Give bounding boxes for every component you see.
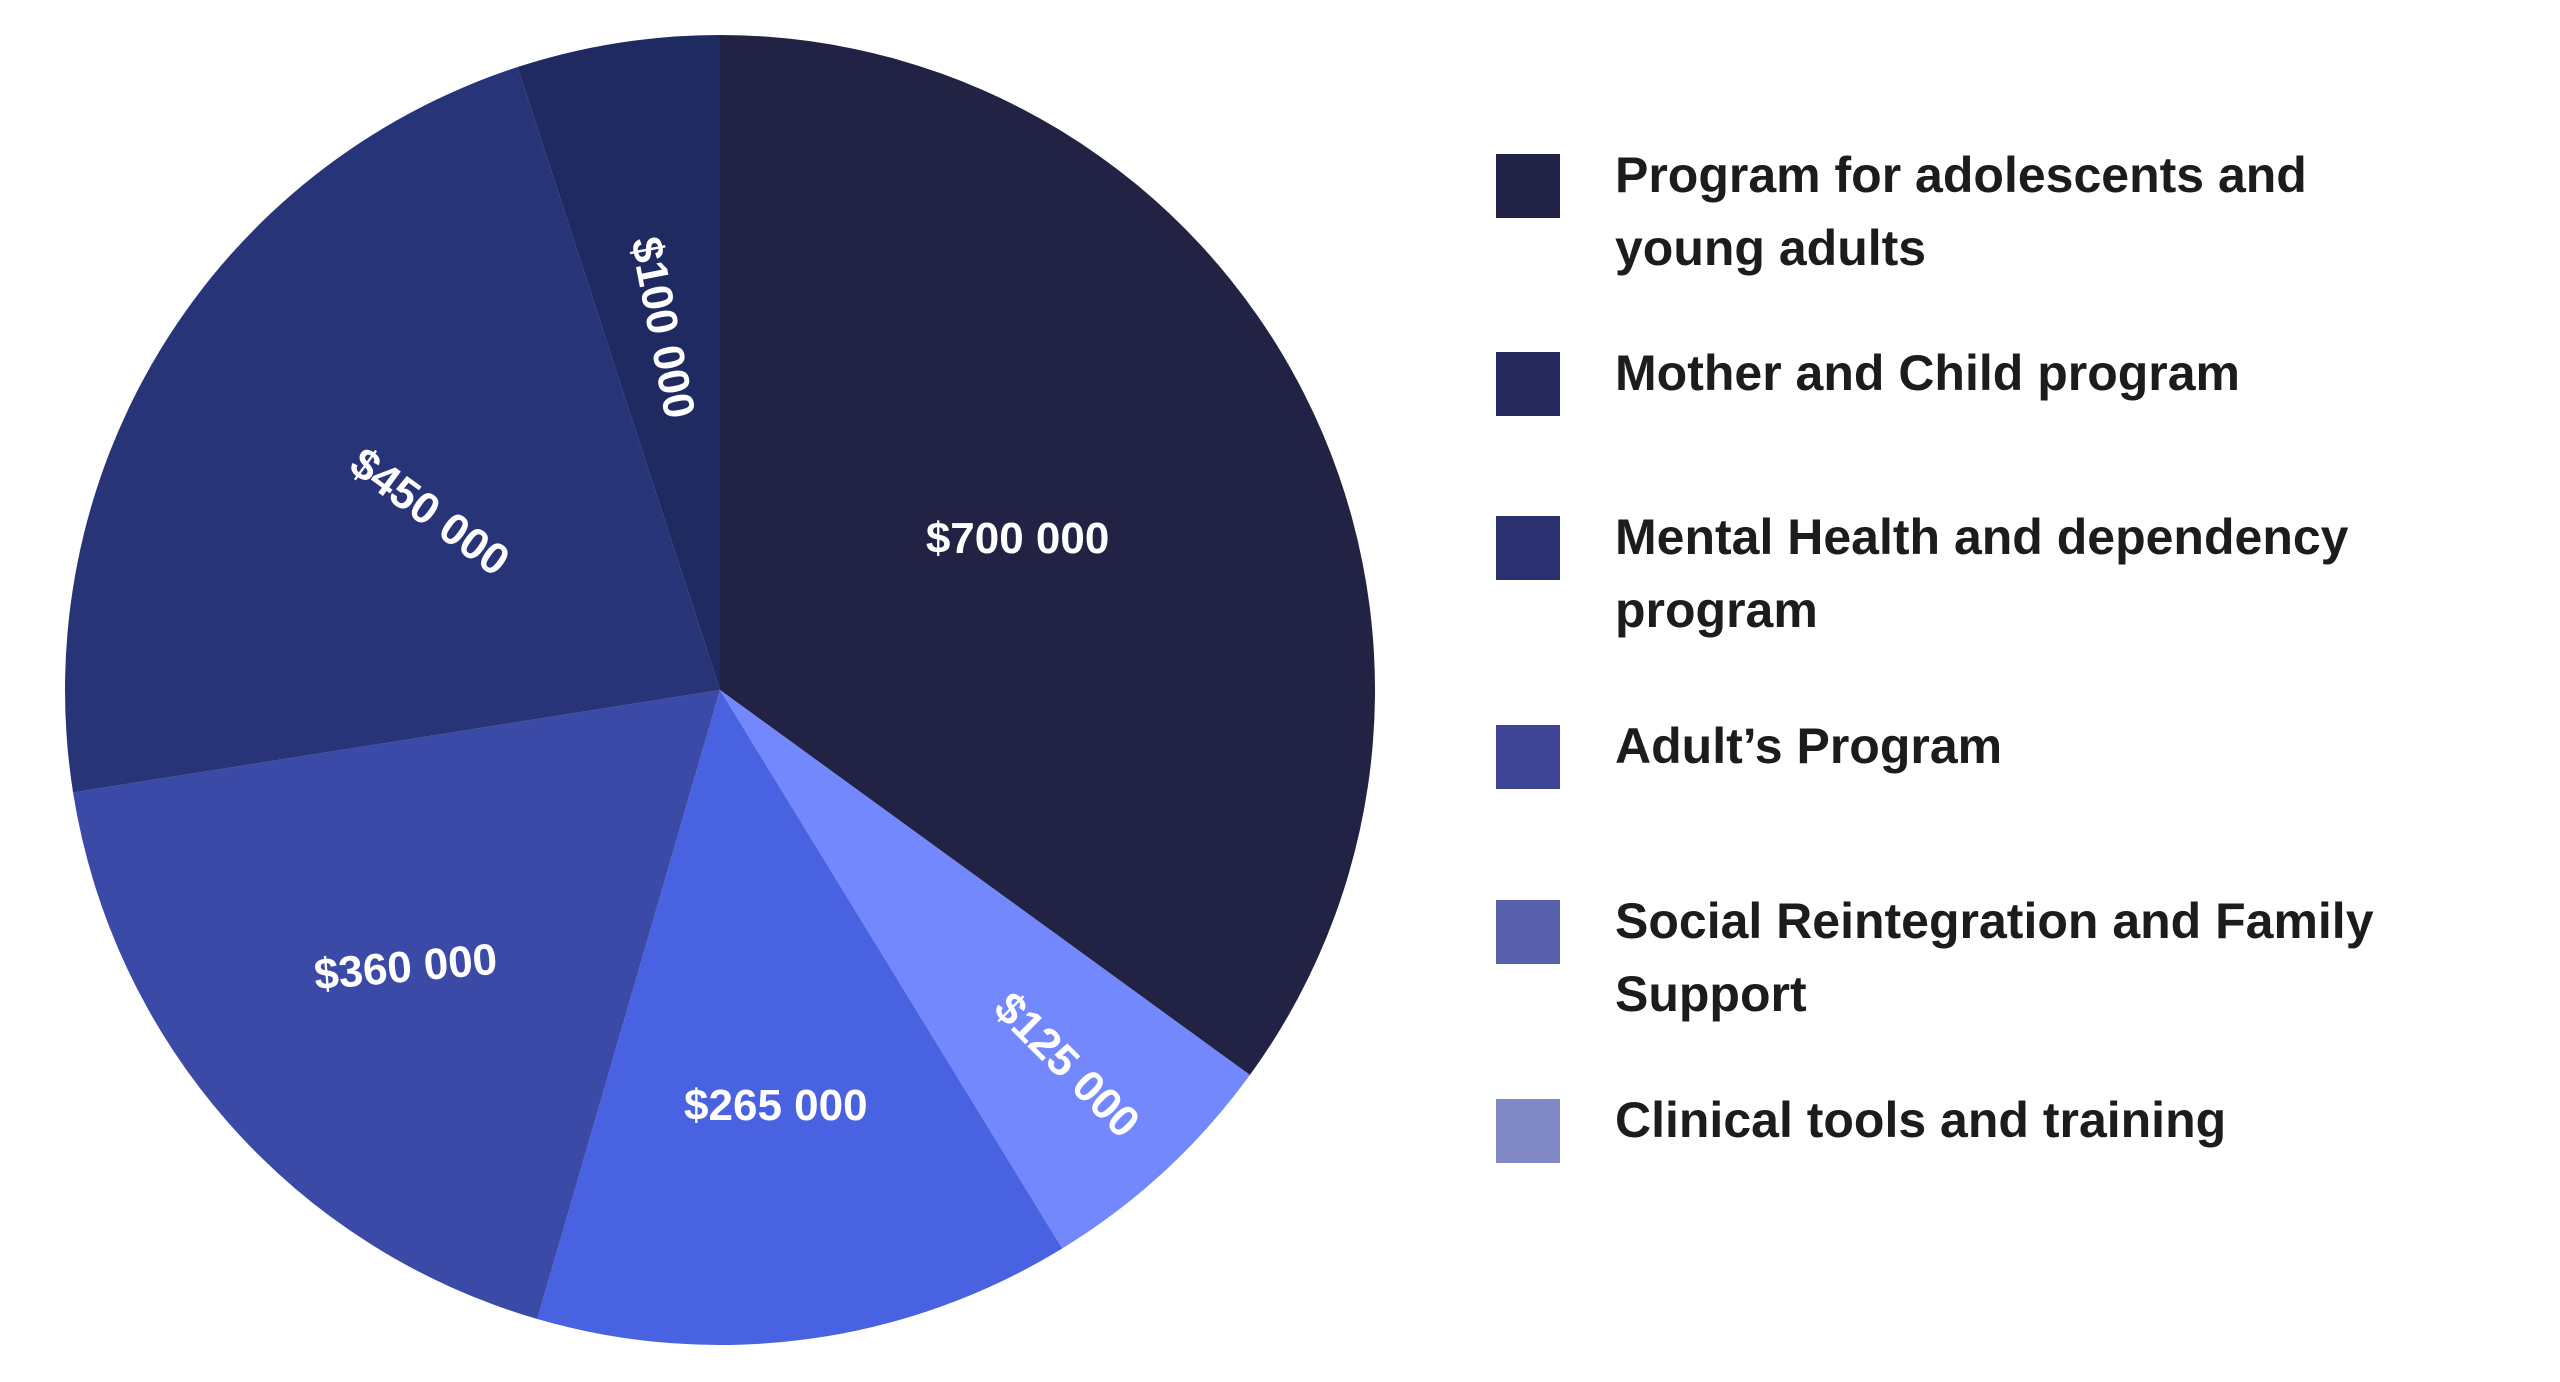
- legend-label-2: Mother and Child program: [1615, 345, 2240, 401]
- legend-swatch-6: [1496, 1099, 1560, 1163]
- legend-swatch-3: [1496, 516, 1560, 580]
- pie-slice-4: [73, 690, 720, 1319]
- legend-label-6: Clinical tools and training: [1615, 1092, 2226, 1148]
- slice-value-label-3: $265 000: [684, 1081, 868, 1130]
- pie-slice-2: [720, 690, 1250, 1249]
- pie-slices: [64, 34, 1376, 1345]
- pie-slice-5: [64, 67, 720, 793]
- pie-slice-1: [720, 34, 1376, 1075]
- legend-label-5: Social Reintegration and Family Support: [1615, 893, 2374, 1022]
- legend: Program for adolescents and young adults M…: [1496, 147, 2374, 1163]
- legend-label-1: Program for adolescents and young adults: [1615, 147, 2307, 276]
- legend-swatch-2: [1496, 352, 1560, 416]
- legend-swatch-4: [1496, 725, 1560, 789]
- legend-label-4: Adult’s Program: [1615, 718, 2002, 774]
- legend-swatch-5: [1496, 900, 1560, 964]
- legend-swatch-1: [1496, 154, 1560, 218]
- legend-label-3: Mental Health and dependency program: [1615, 509, 2349, 638]
- slice-value-label-1: $700 000: [926, 514, 1110, 563]
- pie-slice-6: [517, 35, 720, 690]
- pie-slice-3: [537, 690, 1063, 1345]
